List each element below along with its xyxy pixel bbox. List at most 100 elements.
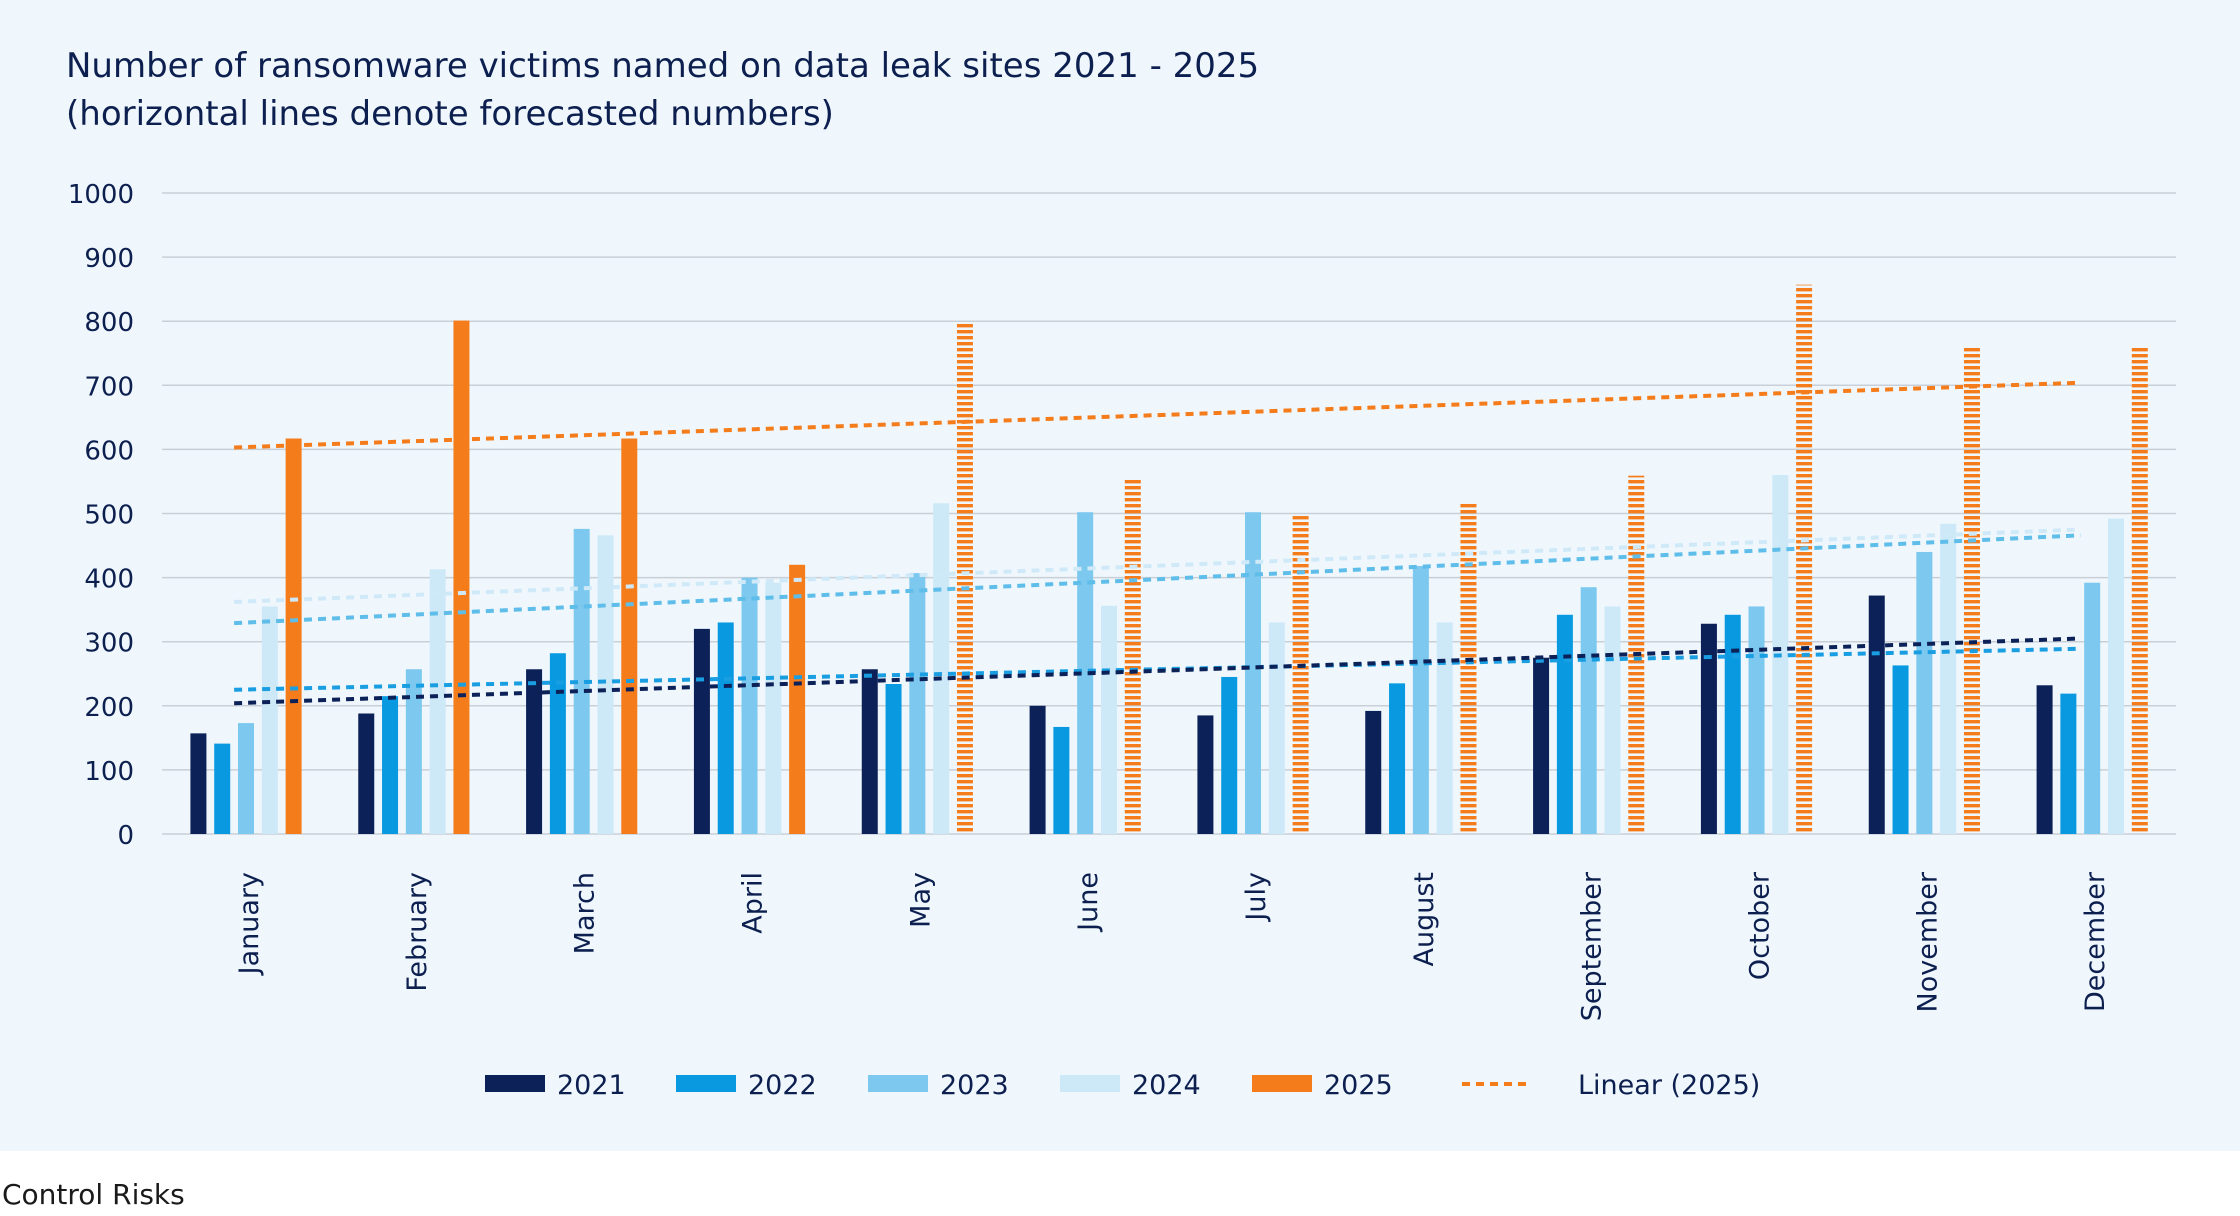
legend-label-2021: 2021 [557,1070,626,1101]
x-tick-label: November [1912,871,1943,1012]
legend-label-linear-2025: Linear (2025) [1578,1070,1760,1101]
y-tick-label: 0 [117,821,134,851]
x-tick-label: April [737,872,768,934]
x-tick-label: September [1577,871,1608,1021]
bar-2025-october [1796,284,1813,835]
bar-2022-march [549,653,566,834]
legend-label-2022: 2022 [748,1070,817,1101]
bar-2025-november [1963,347,1980,834]
bar-2023-october [1748,606,1765,834]
bar-2021-april [693,628,710,834]
y-tick-label: 100 [84,757,134,787]
bar-2024-may [933,503,950,834]
trend-lines [234,380,2081,706]
bar-2025-march [621,438,638,834]
y-tick-label: 200 [84,693,134,723]
bar-2025-april [789,564,806,834]
y-tick-label: 900 [84,244,134,274]
chart-title-line-1: Number of ransomware victims named on da… [66,46,1260,86]
x-tick-label: February [402,872,433,992]
bar-2022-august [1389,683,1406,834]
bar-2024-january [261,606,278,834]
bar-2024-april [765,582,782,834]
bar-2024-july [1268,622,1285,834]
bar-2021-july [1197,715,1214,834]
legend-swatch-2021 [485,1075,545,1092]
trend-line-2023 [234,533,2081,626]
bar-2023-july [1245,512,1262,834]
bar-2022-april [717,622,734,834]
bar-2021-march [526,669,543,834]
y-tick-label: 500 [84,501,134,531]
bar-2023-june [1077,512,1094,834]
source-credit: Control Risks [2,1178,185,1211]
bar-2021-september [1533,657,1550,834]
x-tick-label: May [905,872,936,928]
legend-swatch-2023 [868,1075,928,1092]
legend-label-2023: 2023 [940,1070,1009,1101]
bar-2022-october [1724,614,1741,834]
x-axis: January February March April May June July Augu… [234,871,2111,1021]
legend-swatch-2022 [676,1075,736,1092]
bar-2021-october [1700,623,1717,834]
bar-2021-june [1029,705,1046,834]
y-tick-label: 700 [84,372,134,402]
legend: 2021 2022 2023 2024 2025 Linear (2025) [485,1070,1760,1101]
bar-2024-august [1436,622,1453,834]
bar-2021-may [861,669,878,834]
x-tick-label: December [2080,871,2111,1012]
bar-2023-february [405,669,422,834]
bar-2021-december [2036,685,2053,834]
gridlines [162,192,2176,835]
bar-2022-may [885,684,902,834]
bar-2023-january [238,723,255,834]
bar-2025-august [1460,501,1477,834]
x-tick-label: July [1241,872,1272,923]
legend-swatch-2025 [1252,1075,1312,1092]
y-tick-label: 600 [84,436,134,466]
bar-2022-september [1556,614,1573,834]
bar-2023-november [1916,551,1933,834]
x-tick-label: March [570,872,601,954]
bar-2023-april [741,577,758,834]
bar-2022-february [382,696,399,834]
y-tick-label: 1000 [68,180,134,210]
bar-2024-june [1100,605,1117,834]
bar-2024-november [1940,523,1957,834]
bar-chart: 0 100 200 300 400 500 600 700 800 900 1000 January… [68,180,2176,1101]
bar-2025-december [2131,347,2148,834]
chart-title-line-2: (horizontal lines denote forecasted numb… [66,94,834,134]
bars [190,284,2148,835]
y-tick-label: 800 [84,308,134,338]
x-tick-label: January [234,872,265,976]
bar-2025-june [1124,477,1141,834]
bar-2021-january [190,733,207,834]
bar-2022-june [1053,726,1070,834]
y-axis: 0 100 200 300 400 500 600 700 800 900 1000 [68,180,134,851]
chart-panel [0,0,2240,1151]
bar-2022-november [1892,665,1909,834]
x-tick-label: October [1744,871,1775,980]
bar-2021-august [1365,710,1382,834]
bar-2025-february [453,320,470,835]
bar-2023-september [1580,587,1597,834]
bar-2022-january [214,743,231,834]
x-tick-label: June [1073,872,1104,933]
y-tick-label: 400 [84,565,134,595]
bar-2024-march [597,535,614,834]
bar-2021-november [1868,595,1885,834]
bar-2022-july [1221,676,1238,834]
bar-2023-december [2084,582,2101,834]
bar-2025-january [285,438,302,834]
bar-2023-may [909,573,926,834]
bar-2024-december [2107,518,2124,834]
bar-2025-may [956,323,973,834]
x-tick-label: August [1409,872,1440,967]
bar-2022-december [2060,693,2077,834]
legend-swatch-2024 [1060,1075,1120,1092]
legend-label-2025: 2025 [1324,1070,1393,1101]
bar-2024-september [1604,606,1621,834]
bar-2024-february [429,569,446,834]
legend-label-2024: 2024 [1132,1070,1201,1101]
bar-2023-august [1412,566,1429,834]
